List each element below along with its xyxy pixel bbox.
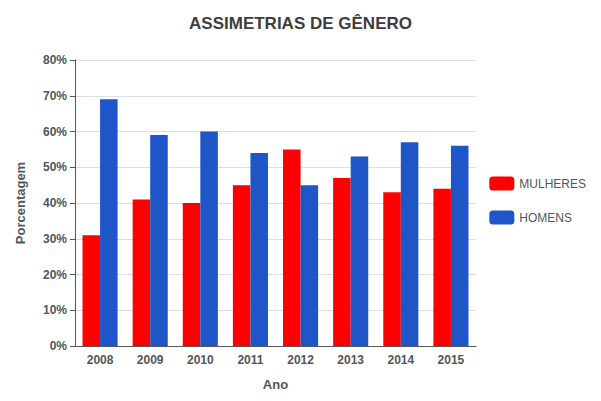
svg-text:60%: 60% (43, 125, 67, 139)
svg-text:Porcentagem: Porcentagem (13, 162, 28, 244)
svg-text:20%: 20% (43, 268, 67, 282)
svg-text:2013: 2013 (337, 353, 364, 367)
svg-text:2008: 2008 (87, 353, 114, 367)
svg-text:Ano: Ano (263, 377, 288, 392)
svg-text:2011: 2011 (237, 353, 263, 367)
svg-text:ASSIMETRIAS DE GÊNERO: ASSIMETRIAS DE GÊNERO (189, 14, 412, 33)
svg-text:2010: 2010 (187, 353, 214, 367)
svg-text:50%: 50% (43, 160, 67, 174)
svg-text:2014: 2014 (387, 353, 414, 367)
svg-text:2015: 2015 (438, 353, 465, 367)
svg-text:MULHERES: MULHERES (519, 177, 586, 191)
svg-text:40%: 40% (43, 196, 67, 210)
svg-text:10%: 10% (43, 303, 67, 317)
svg-text:HOMENS: HOMENS (519, 211, 572, 225)
svg-text:30%: 30% (43, 232, 67, 246)
svg-text:70%: 70% (43, 89, 67, 103)
svg-text:0%: 0% (50, 339, 68, 353)
svg-text:80%: 80% (43, 53, 67, 67)
svg-text:2012: 2012 (287, 353, 314, 367)
svg-text:2009: 2009 (137, 353, 164, 367)
